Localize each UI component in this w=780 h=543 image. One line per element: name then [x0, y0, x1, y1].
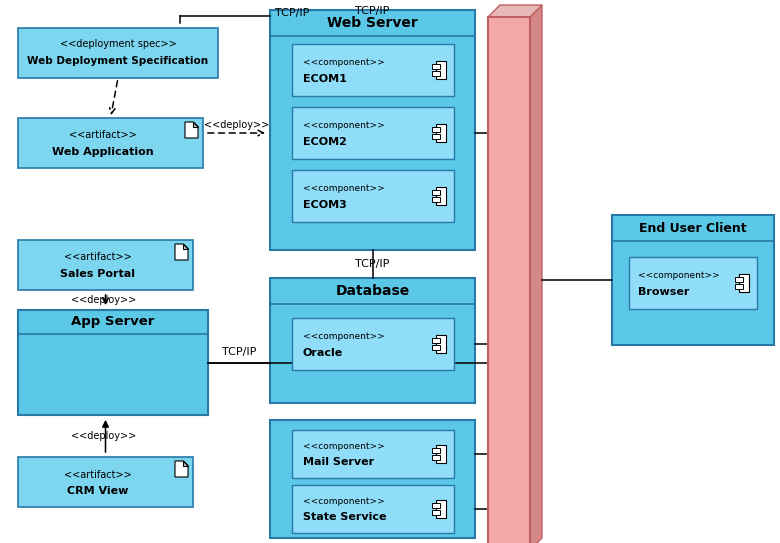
Text: <<artifact>>: <<artifact>> [64, 252, 131, 262]
Text: <<component>>: <<component>> [303, 58, 385, 67]
Bar [435, 500, 445, 518]
Polygon shape [183, 461, 188, 465]
Bar [292, 318, 453, 370]
Text: <<component>>: <<component>> [303, 332, 385, 340]
Bar [435, 124, 445, 142]
Text: <<artifact>>: <<artifact>> [69, 130, 136, 141]
Text: CRM View: CRM View [67, 486, 128, 496]
Bar [292, 44, 453, 96]
Text: TCP/IP: TCP/IP [356, 6, 390, 16]
Text: <<component>>: <<component>> [303, 184, 385, 193]
Bar [431, 197, 439, 202]
Text: <<deployment spec>>: <<deployment spec>> [59, 39, 176, 49]
Polygon shape [193, 122, 198, 127]
Text: TCP/IP: TCP/IP [356, 259, 390, 269]
Text: ECOM3: ECOM3 [303, 200, 346, 210]
Polygon shape [175, 244, 188, 260]
Text: <<component>>: <<component>> [303, 121, 385, 130]
Polygon shape [175, 461, 188, 477]
Text: Mail Server: Mail Server [303, 457, 374, 467]
Text: Web Deployment Specification: Web Deployment Specification [27, 56, 208, 66]
Text: <<component>>: <<component>> [303, 497, 385, 506]
Text: <<deploy>>: <<deploy>> [204, 120, 269, 130]
Bar [735, 284, 743, 289]
Bar [18, 240, 193, 290]
Text: App Server: App Server [71, 315, 154, 329]
Bar [431, 448, 439, 453]
Bar [739, 274, 749, 292]
Text: Sales Portal: Sales Portal [60, 269, 135, 279]
Bar [18, 310, 208, 415]
Text: Web Application: Web Application [51, 147, 154, 157]
Text: ECOM2: ECOM2 [303, 137, 347, 147]
Bar [629, 257, 757, 309]
Bar [431, 190, 439, 195]
Bar [431, 345, 439, 350]
Text: <<component>>: <<component>> [638, 271, 720, 280]
Bar [431, 455, 439, 460]
Bar [18, 457, 193, 507]
Text: State Service: State Service [303, 512, 386, 522]
Bar [735, 277, 743, 282]
Text: Web Server: Web Server [327, 16, 418, 30]
Polygon shape [488, 5, 542, 17]
Text: Database: Database [335, 284, 410, 298]
Bar [612, 215, 774, 345]
Bar [270, 420, 475, 538]
Text: End User Client: End User Client [639, 222, 746, 235]
Bar [431, 134, 439, 139]
Text: Browser: Browser [638, 287, 690, 297]
Bar [431, 510, 439, 515]
Polygon shape [530, 5, 542, 543]
Bar [435, 335, 445, 353]
Bar [292, 485, 453, 533]
Text: <<artifact>>: <<artifact>> [64, 470, 131, 479]
Bar [431, 503, 439, 508]
Bar [292, 107, 453, 159]
Bar [435, 445, 445, 463]
Bar [435, 61, 445, 79]
Bar [488, 17, 530, 543]
Bar [18, 118, 203, 168]
Bar [431, 71, 439, 76]
Bar [431, 338, 439, 343]
Polygon shape [183, 244, 188, 249]
Text: ECOM1: ECOM1 [303, 74, 347, 84]
Text: Firewall: Firewall [481, 0, 537, 3]
Text: TCP/IP: TCP/IP [222, 348, 256, 357]
Bar [270, 10, 475, 250]
Text: <<deploy>>: <<deploy>> [71, 295, 136, 305]
Bar [292, 430, 453, 478]
Bar [292, 170, 453, 222]
Bar [431, 127, 439, 132]
Text: <<component>>: <<component>> [303, 443, 385, 451]
Bar [431, 64, 439, 69]
Bar [270, 278, 475, 403]
Polygon shape [185, 122, 198, 138]
Text: TCP/IP: TCP/IP [275, 8, 310, 18]
Text: <<deploy>>: <<deploy>> [71, 431, 136, 441]
Bar [435, 187, 445, 205]
Bar [18, 28, 218, 78]
Text: Oracle: Oracle [303, 348, 343, 358]
